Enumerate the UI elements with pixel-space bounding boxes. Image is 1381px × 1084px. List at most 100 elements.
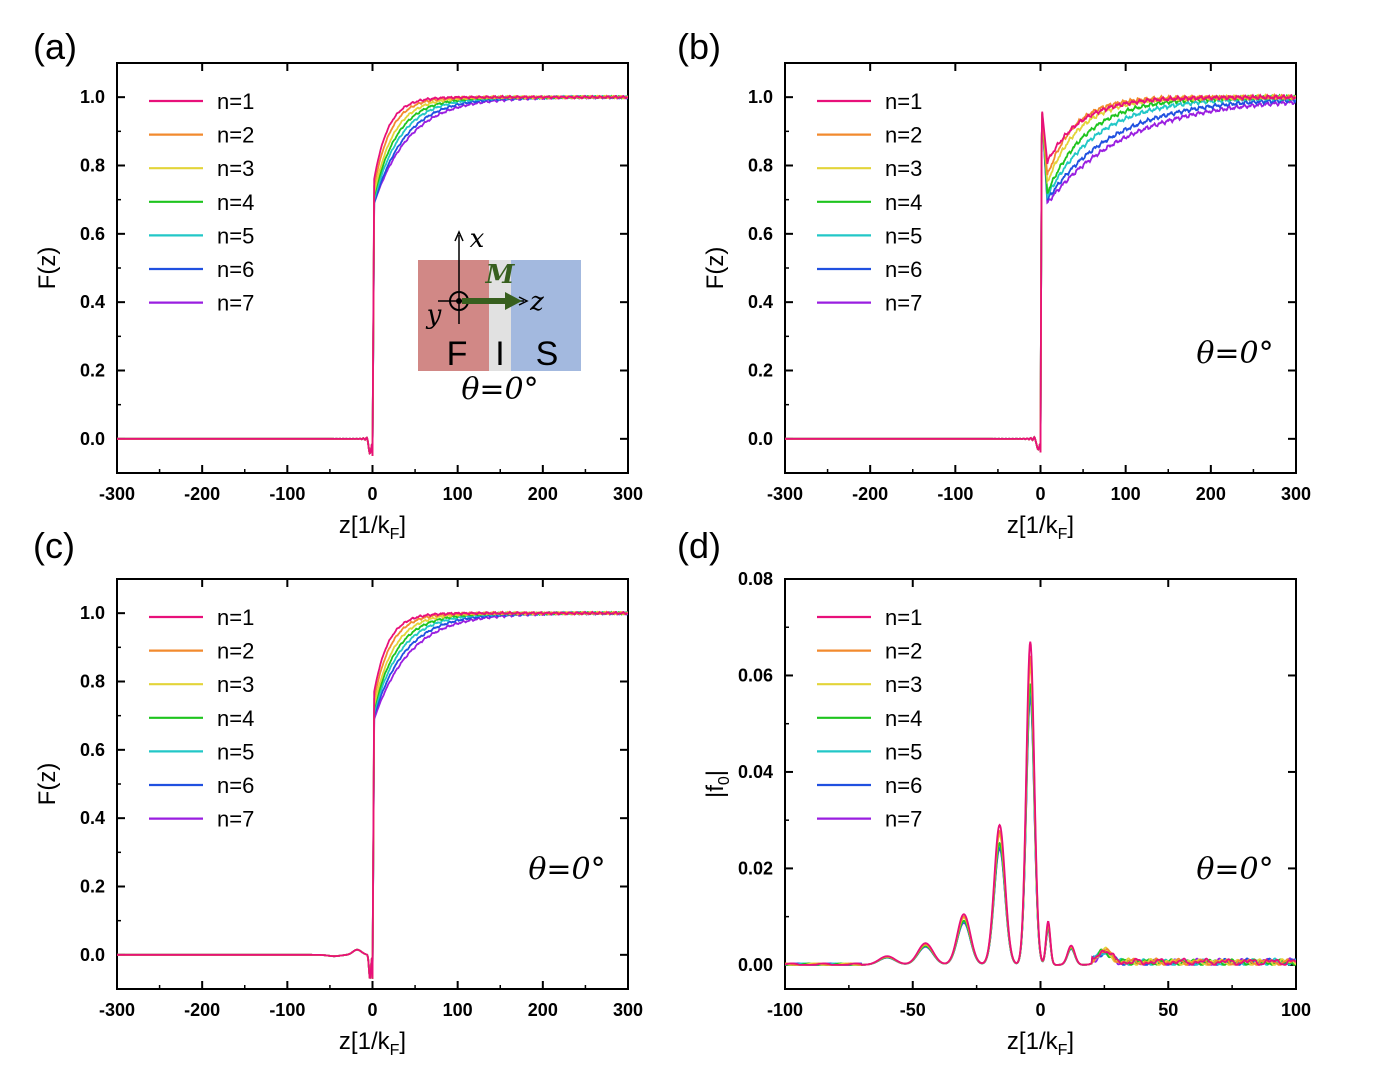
series-line-n1 — [785, 93, 1296, 453]
y-tick-label: 0.04 — [738, 762, 773, 782]
fis-junction-inset: F I S Mx y z — [418, 224, 581, 373]
x-axis-label: z[1/kF] — [1007, 512, 1074, 543]
x-tick-label: 0 — [1035, 484, 1045, 504]
y-axis-label-main: F(z) — [34, 247, 61, 290]
x-tick-label: -300 — [99, 484, 135, 504]
legend-label-n6: n=6 — [217, 257, 254, 282]
y-tick-label: 0.8 — [80, 672, 105, 692]
legend-label-n5: n=5 — [885, 223, 922, 248]
y-tick-label: 1.0 — [80, 603, 105, 623]
legend-label-n6: n=6 — [885, 257, 922, 282]
x-tick-label: 0 — [367, 1000, 377, 1020]
y-tick-label: 0.2 — [80, 361, 105, 381]
x-tick-label: 100 — [1111, 484, 1141, 504]
magnetization-arrow-head — [505, 292, 522, 310]
y-axis-label: F(z) — [702, 247, 729, 290]
series-line-n5 — [785, 686, 1296, 966]
theta-annotation: θ=0° — [1196, 336, 1273, 371]
x-tick-label: 200 — [528, 484, 558, 504]
legend-label-n7: n=7 — [885, 807, 922, 832]
x-tick-label: 200 — [528, 1000, 558, 1020]
x-tick-label: 300 — [613, 484, 643, 504]
theta-annotation: θ=0° — [461, 372, 538, 407]
x-tick-label: -200 — [184, 1000, 220, 1020]
legend-label-n3: n=3 — [885, 156, 922, 181]
insulator-block — [489, 260, 511, 371]
y-tick-label: 0.02 — [738, 858, 773, 878]
y-tick-label: 0.6 — [80, 740, 105, 760]
legend-label-n4: n=4 — [217, 706, 254, 731]
y-axis-label-main: F(z) — [34, 763, 61, 806]
inset-label-I: I — [495, 335, 504, 373]
y-axis-label-sub: 0 — [716, 776, 733, 785]
x-axis-label-end: ] — [399, 512, 406, 539]
y-tick-label: 0.00 — [738, 955, 773, 975]
y-tick-label: 0.8 — [80, 156, 105, 176]
y-tick-label: 0.4 — [80, 292, 105, 312]
legend-label-n7: n=7 — [217, 291, 254, 316]
legend-label-n6: n=6 — [217, 773, 254, 798]
theta-annotation: θ=0° — [528, 852, 605, 887]
x-axis-label-sub: F — [1058, 1042, 1068, 1059]
legend-label-n2: n=2 — [217, 639, 254, 664]
legend-label-n4: n=4 — [885, 190, 922, 215]
legend-label-n1: n=1 — [217, 605, 254, 630]
x-axis-label-end: ] — [399, 1028, 406, 1055]
x-axis-label-sub: F — [390, 526, 400, 543]
x-tick-label: -50 — [900, 1000, 926, 1020]
series-line-n1 — [117, 610, 628, 979]
x-tick-label: 0 — [1035, 1000, 1045, 1020]
x-tick-label: 0 — [367, 484, 377, 504]
ferromagnet-block — [418, 260, 489, 371]
x-tick-label: 100 — [443, 484, 473, 504]
x-tick-label: -100 — [937, 484, 973, 504]
inset-label-S: S — [536, 335, 559, 373]
legend-label-n5: n=5 — [217, 739, 254, 764]
inset-label-F: F — [447, 335, 468, 373]
magnetization-label: M — [485, 260, 516, 290]
y-tick-label: 0.0 — [80, 945, 105, 965]
y-tick-label: 0.08 — [738, 569, 773, 589]
legend-label-n1: n=1 — [217, 89, 254, 114]
series-group — [785, 641, 1296, 966]
legend-label-n4: n=4 — [885, 706, 922, 731]
axis-z-label: z — [529, 287, 544, 317]
y-axis-dot-icon — [456, 298, 462, 304]
panel-c: (c) -300 -200 -100 0 100 200 300 0.0 0.2 0.4 0.6 0.8… — [33, 525, 643, 1059]
series-line-n2 — [785, 655, 1296, 966]
legend-label-n2: n=2 — [885, 123, 922, 148]
panel-b: (b) -300 -200 -100 0 100 200 300 0.0 0.2 0.4 0.6 0.8… — [677, 26, 1311, 543]
x-tick-label: -300 — [99, 1000, 135, 1020]
y-tick-label: 0.2 — [748, 361, 773, 381]
panel-label: (a) — [33, 26, 77, 67]
panel-label: (c) — [33, 525, 75, 566]
axis-x-label: x — [470, 224, 485, 254]
y-tick-label: 0.2 — [80, 877, 105, 897]
legend-label-n1: n=1 — [885, 605, 922, 630]
x-tick-label: 300 — [1281, 484, 1311, 504]
x-axis-label-sub: F — [390, 1042, 400, 1059]
axis-y-label: y — [426, 300, 442, 330]
x-axis-label: z[1/kF] — [1007, 1028, 1074, 1059]
y-tick-label: 0.4 — [748, 292, 773, 312]
panel-label: (d) — [677, 525, 721, 566]
series-line-n6 — [785, 693, 1296, 966]
panel-a: (a) -300 -200 -100 0 100 200 300 0.0 0.2 0.4 0.6 0.8… — [33, 26, 643, 543]
series-line-n7 — [785, 696, 1296, 966]
legend-label-n3: n=3 — [217, 156, 254, 181]
panel-d: (d) -100 -50 0 50 100 0.00 0.02 0.04 0.06 0.08 z[1/… — [677, 525, 1311, 1059]
theta-annotation: θ=0° — [1196, 852, 1273, 887]
legend-label-n7: n=7 — [885, 291, 922, 316]
legend-label-n3: n=3 — [885, 672, 922, 697]
legend-label-n1: n=1 — [885, 89, 922, 114]
y-axis-label-end: | — [702, 770, 729, 776]
y-axis-label: F(z) — [34, 763, 61, 806]
legend-label-n7: n=7 — [217, 807, 254, 832]
y-tick-label: 0.0 — [748, 429, 773, 449]
x-tick-label: 100 — [443, 1000, 473, 1020]
legend-label-n2: n=2 — [217, 123, 254, 148]
x-axis-label-main: z[1/k — [1007, 1028, 1059, 1055]
x-tick-label: 100 — [1281, 1000, 1311, 1020]
y-axis-label: F(z) — [34, 247, 61, 290]
